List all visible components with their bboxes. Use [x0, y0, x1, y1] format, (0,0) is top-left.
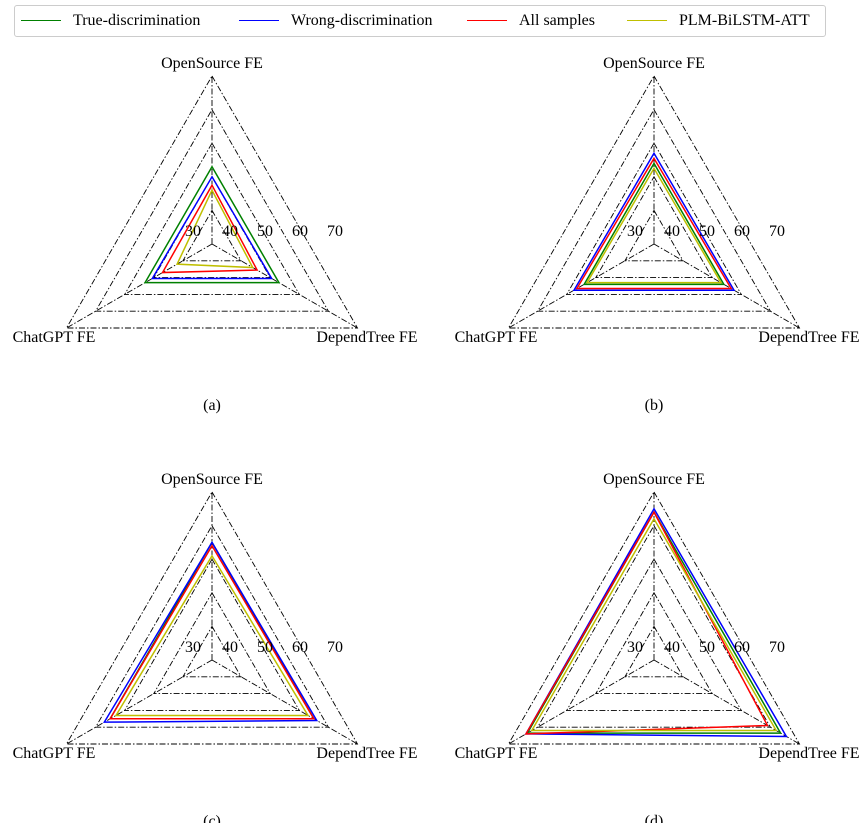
- series-true-discrimination: [108, 540, 316, 720]
- grid-ring-40: [595, 175, 713, 279]
- tick-label: 60: [292, 223, 308, 240]
- axis-label: OpenSource FE: [603, 55, 705, 72]
- spoke-2: [508, 243, 655, 329]
- series-plm-bilstm-att: [175, 188, 255, 269]
- grid-ring-70: [65, 75, 359, 329]
- grid-ring-60: [94, 108, 330, 312]
- grid-ring-40: [595, 591, 713, 695]
- spoke-1: [653, 659, 800, 745]
- grid-ring-50: [123, 142, 301, 295]
- series-true-discrimination: [143, 165, 281, 284]
- legend-label: Wrong-discrimination: [291, 12, 433, 29]
- tick-label: 50: [257, 223, 273, 240]
- tick-label: 70: [769, 223, 785, 240]
- tick-label: 70: [769, 639, 785, 656]
- panel-label: (c): [203, 813, 221, 823]
- grid-ring-60: [536, 108, 772, 312]
- series-all-samples: [524, 510, 769, 735]
- axis-label: ChatGPT FE: [455, 329, 538, 346]
- tick-label: 40: [664, 223, 680, 240]
- legend-swatch: [627, 20, 667, 21]
- axis-label: DependTree FE: [758, 745, 859, 762]
- axis-label: OpenSource FE: [603, 471, 705, 488]
- radar-panel-c: 30 40 50 60 70 OpenSource FE DependTree FE Chat…: [13, 471, 418, 823]
- tick-label: 60: [734, 639, 750, 656]
- series-wrong-discrimination: [572, 151, 736, 291]
- series-plm-bilstm-att: [114, 554, 310, 717]
- tick-label: 50: [699, 223, 715, 240]
- radar-panel-d: 30 40 50 60 70 OpenSource FE DependTree FE Chat…: [455, 471, 860, 823]
- tick-label: 60: [292, 639, 308, 656]
- panel-label: (d): [645, 813, 664, 823]
- tick-label: 50: [699, 639, 715, 656]
- series-plm-bilstm-att: [585, 166, 723, 284]
- radar-panel-a: 30 40 50 60 70 OpenSource FE DependTree FE Chat…: [13, 55, 418, 414]
- grid-ring-70: [507, 75, 801, 329]
- series-all-samples: [108, 544, 316, 720]
- axis-label: DependTree FE: [316, 329, 417, 346]
- tick-label: 40: [222, 639, 238, 656]
- series-all-samples: [161, 183, 259, 274]
- tick-label: 30: [627, 639, 643, 656]
- series-wrong-discrimination: [151, 175, 273, 280]
- tick-label: 30: [185, 639, 201, 656]
- grid-ring-60: [536, 524, 772, 728]
- legend-label: All samples: [519, 12, 595, 29]
- tick-label: 40: [222, 223, 238, 240]
- grid-ring-50: [565, 558, 743, 711]
- legend-label: PLM-BiLSTM-ATT: [679, 12, 810, 29]
- legend: True-discrimination Wrong-discrimination…: [14, 5, 826, 37]
- tick-label: 60: [734, 223, 750, 240]
- panel-label: (b): [645, 397, 664, 414]
- axis-label: ChatGPT FE: [13, 745, 96, 762]
- axis-label: ChatGPT FE: [13, 329, 96, 346]
- grid-ring-70: [507, 491, 801, 745]
- grid-ring-60: [94, 524, 330, 728]
- axis-label: OpenSource FE: [161, 471, 263, 488]
- legend-swatch: [467, 20, 507, 21]
- axis-label: OpenSource FE: [161, 55, 263, 72]
- series-wrong-discrimination: [103, 540, 319, 723]
- legend-swatch: [21, 20, 61, 21]
- axis-label: DependTree FE: [758, 329, 859, 346]
- tick-label: 30: [627, 223, 643, 240]
- grid-ring-70: [65, 491, 359, 745]
- series-true-discrimination: [582, 161, 726, 286]
- legend-label: True-discrimination: [73, 12, 201, 29]
- legend-swatch: [239, 20, 279, 21]
- tick-label: 70: [327, 639, 343, 656]
- tick-label: 70: [327, 223, 343, 240]
- axis-label: DependTree FE: [316, 745, 417, 762]
- panel-label: (a): [203, 397, 221, 414]
- spoke-2: [66, 243, 213, 329]
- series-all-samples: [575, 156, 733, 290]
- series-wrong-discrimination: [524, 507, 788, 738]
- tick-label: 30: [185, 223, 201, 240]
- axis-label: ChatGPT FE: [455, 745, 538, 762]
- tick-label: 50: [257, 639, 273, 656]
- grid-ring-50: [565, 142, 743, 295]
- grid-ring-50: [123, 558, 301, 711]
- tick-label: 40: [664, 639, 680, 656]
- radar-panel-b: 30 40 50 60 70 OpenSource FE DependTree FE Chat…: [455, 55, 860, 414]
- spoke-1: [211, 659, 358, 745]
- grid-ring-40: [153, 591, 271, 695]
- series-plm-bilstm-att: [530, 517, 778, 732]
- spoke-1: [211, 243, 358, 329]
- spoke-2: [66, 659, 213, 745]
- spoke-1: [653, 243, 800, 329]
